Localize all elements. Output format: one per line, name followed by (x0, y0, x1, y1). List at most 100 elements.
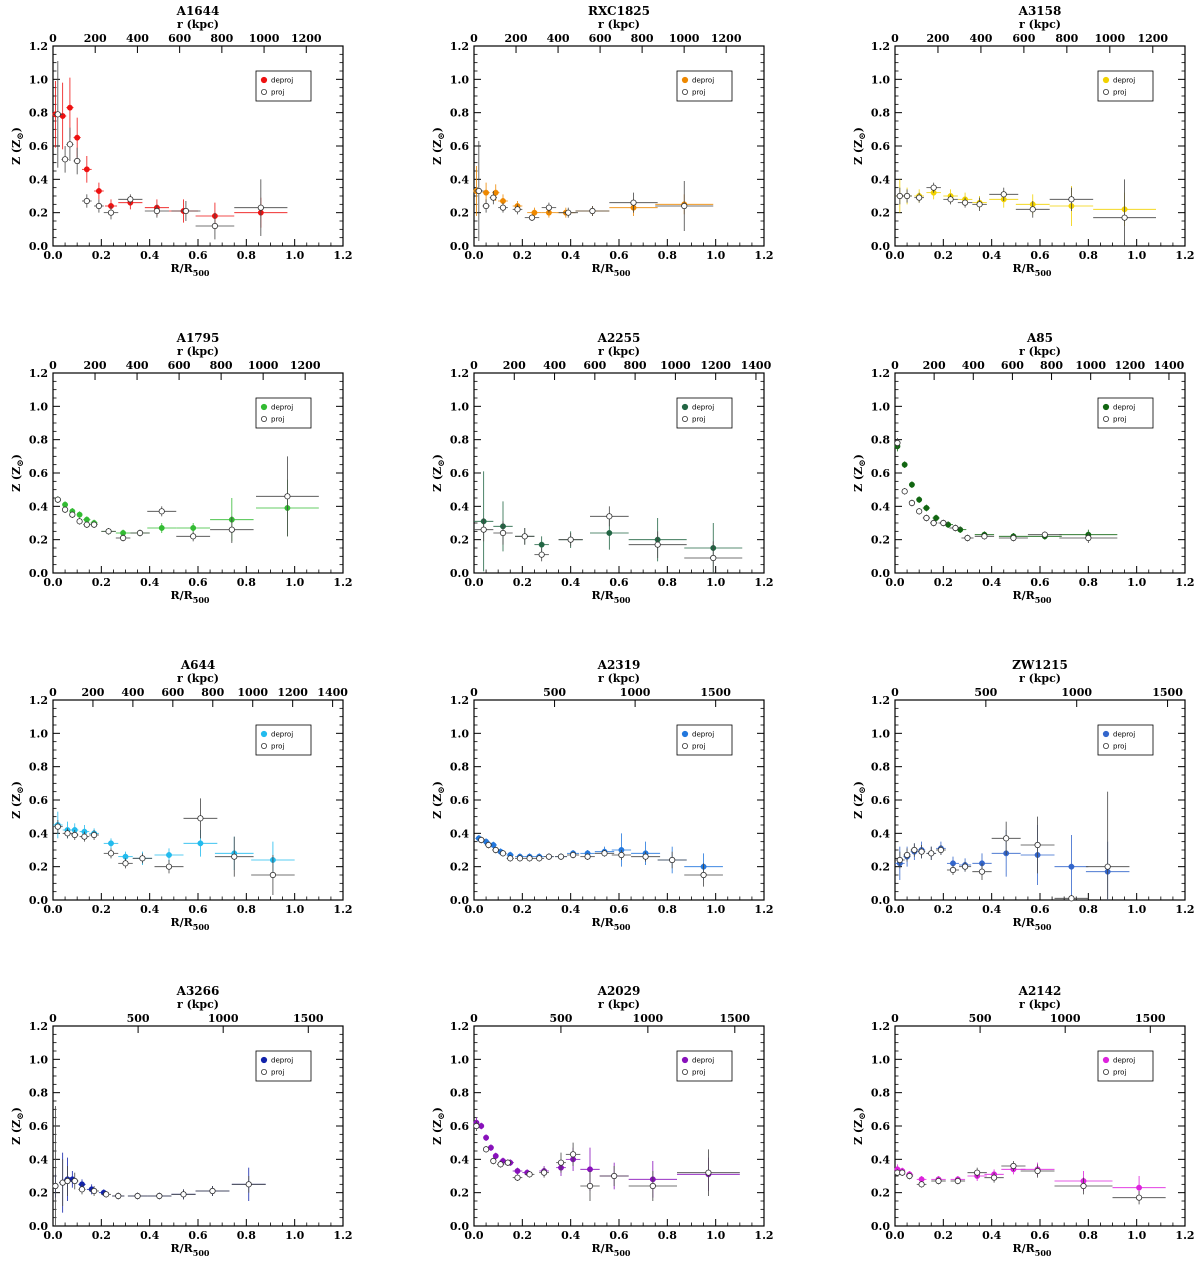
panel-title: A1795 (176, 331, 220, 345)
proj-point (567, 851, 580, 859)
top-tick-label: 1000 (1095, 32, 1126, 45)
proj-marker (115, 1192, 122, 1200)
top-tick-label: 500 (549, 1012, 572, 1025)
y-axis-title-main: Z (Z (852, 140, 865, 165)
proj-point (991, 821, 1021, 855)
x-tick-label: 0.8 (1079, 249, 1098, 262)
proj-marker (180, 1191, 187, 1198)
deproj-marker (108, 840, 114, 847)
legend: deproj proj (255, 1050, 312, 1082)
proj-marker (521, 533, 528, 540)
top-tick-label: 200 (923, 359, 946, 372)
x-tick-label: 0.6 (188, 576, 207, 589)
x-axis-title-main: R/R (1012, 589, 1035, 602)
x-tick-label: 0.8 (237, 249, 256, 262)
y-axis-title-close: ) (852, 127, 865, 132)
deproj-point (512, 1167, 523, 1175)
y-tick-label: 0.2 (450, 1187, 469, 1200)
x-tick-label: 0.6 (609, 576, 628, 589)
top-tick-label: 400 (962, 359, 985, 372)
top-tick-label: 200 (505, 32, 528, 45)
y-tick-label: 0.2 (450, 207, 469, 220)
y-tick-label: 0.8 (450, 107, 469, 120)
proj-point (66, 127, 74, 161)
proj-point (580, 853, 595, 860)
top-tick-label: 1500 (1152, 686, 1183, 699)
proj-marker (478, 836, 485, 844)
legend: deproj proj (1097, 70, 1154, 102)
x-axis-title-sub: 500 (1035, 268, 1052, 278)
y-tick-label: 0.0 (29, 567, 48, 580)
top-tick-label: 0 (891, 359, 899, 372)
legend-label-deproj: deproj (271, 1057, 293, 1065)
top-axis-title: r (kpc) (1019, 18, 1061, 31)
top-tick-label: 1400 (741, 359, 772, 372)
proj-point (147, 506, 177, 517)
proj-point (144, 204, 169, 218)
proj-marker (90, 521, 98, 528)
top-axis-title: r (kpc) (1019, 998, 1061, 1011)
x-tick-label: 1.0 (285, 903, 304, 916)
proj-point (914, 192, 924, 203)
proj-point (946, 865, 960, 875)
proj-marker (507, 855, 514, 862)
proj-marker (473, 1122, 480, 1130)
proj-marker (567, 536, 574, 543)
proj-point (910, 843, 918, 857)
x-tick-label: 1.2 (754, 576, 773, 589)
proj-point (905, 1172, 914, 1180)
proj-point (1093, 179, 1156, 246)
legend-label-deproj: deproj (692, 404, 714, 412)
proj-marker (630, 199, 637, 206)
proj-marker (908, 499, 916, 507)
y-tick-label: 0.8 (871, 434, 890, 447)
top-tick-label: 600 (583, 359, 606, 372)
top-tick-label: 200 (84, 32, 107, 45)
proj-point (171, 1189, 196, 1200)
proj-point (69, 511, 76, 518)
proj-point (118, 194, 143, 205)
proj-point (972, 863, 992, 880)
x-tick-label: 0.6 (1030, 903, 1049, 916)
proj-marker (83, 197, 90, 205)
top-tick-label: 1500 (719, 1012, 750, 1025)
proj-marker (516, 855, 524, 862)
y-tick-label: 1.0 (450, 73, 469, 86)
y-axis-title: Z (Z⊙) (431, 454, 447, 492)
x-tick-label: 0.4 (561, 576, 580, 589)
proj-point (53, 61, 63, 168)
proj-point (524, 1171, 535, 1178)
proj-point (515, 855, 525, 862)
proj-point (989, 187, 1019, 201)
proj-marker (606, 513, 613, 520)
y-tick-label: 0.4 (871, 500, 890, 513)
y-tick-label: 0.0 (450, 240, 469, 253)
data-points (895, 179, 1156, 246)
y-tick-label: 1.2 (450, 694, 469, 707)
deproj-point (94, 182, 104, 200)
x-tick-label: 1.0 (706, 249, 725, 262)
top-tick-label: 1400 (317, 686, 348, 699)
top-tick-label: 800 (1055, 32, 1078, 45)
deproj-marker (933, 515, 940, 521)
proj-marker (136, 529, 144, 537)
data-points (54, 456, 319, 543)
proj-point (61, 506, 69, 513)
x-tick-label: 0.8 (658, 903, 677, 916)
proj-marker (492, 846, 499, 854)
legend-box (1097, 1050, 1154, 1082)
proj-point (73, 147, 81, 175)
proj-marker (557, 1159, 565, 1166)
top-tick-label: 0 (470, 359, 478, 372)
proj-point (950, 1177, 966, 1185)
proj-marker (981, 533, 988, 540)
legend-label-proj: proj (271, 1069, 284, 1077)
top-tick-label: 400 (126, 359, 149, 372)
x-tick-label: 0.8 (658, 576, 677, 589)
proj-marker (964, 534, 971, 542)
proj-marker (499, 850, 507, 857)
y-axis-title-main: Z (Z (852, 467, 865, 492)
